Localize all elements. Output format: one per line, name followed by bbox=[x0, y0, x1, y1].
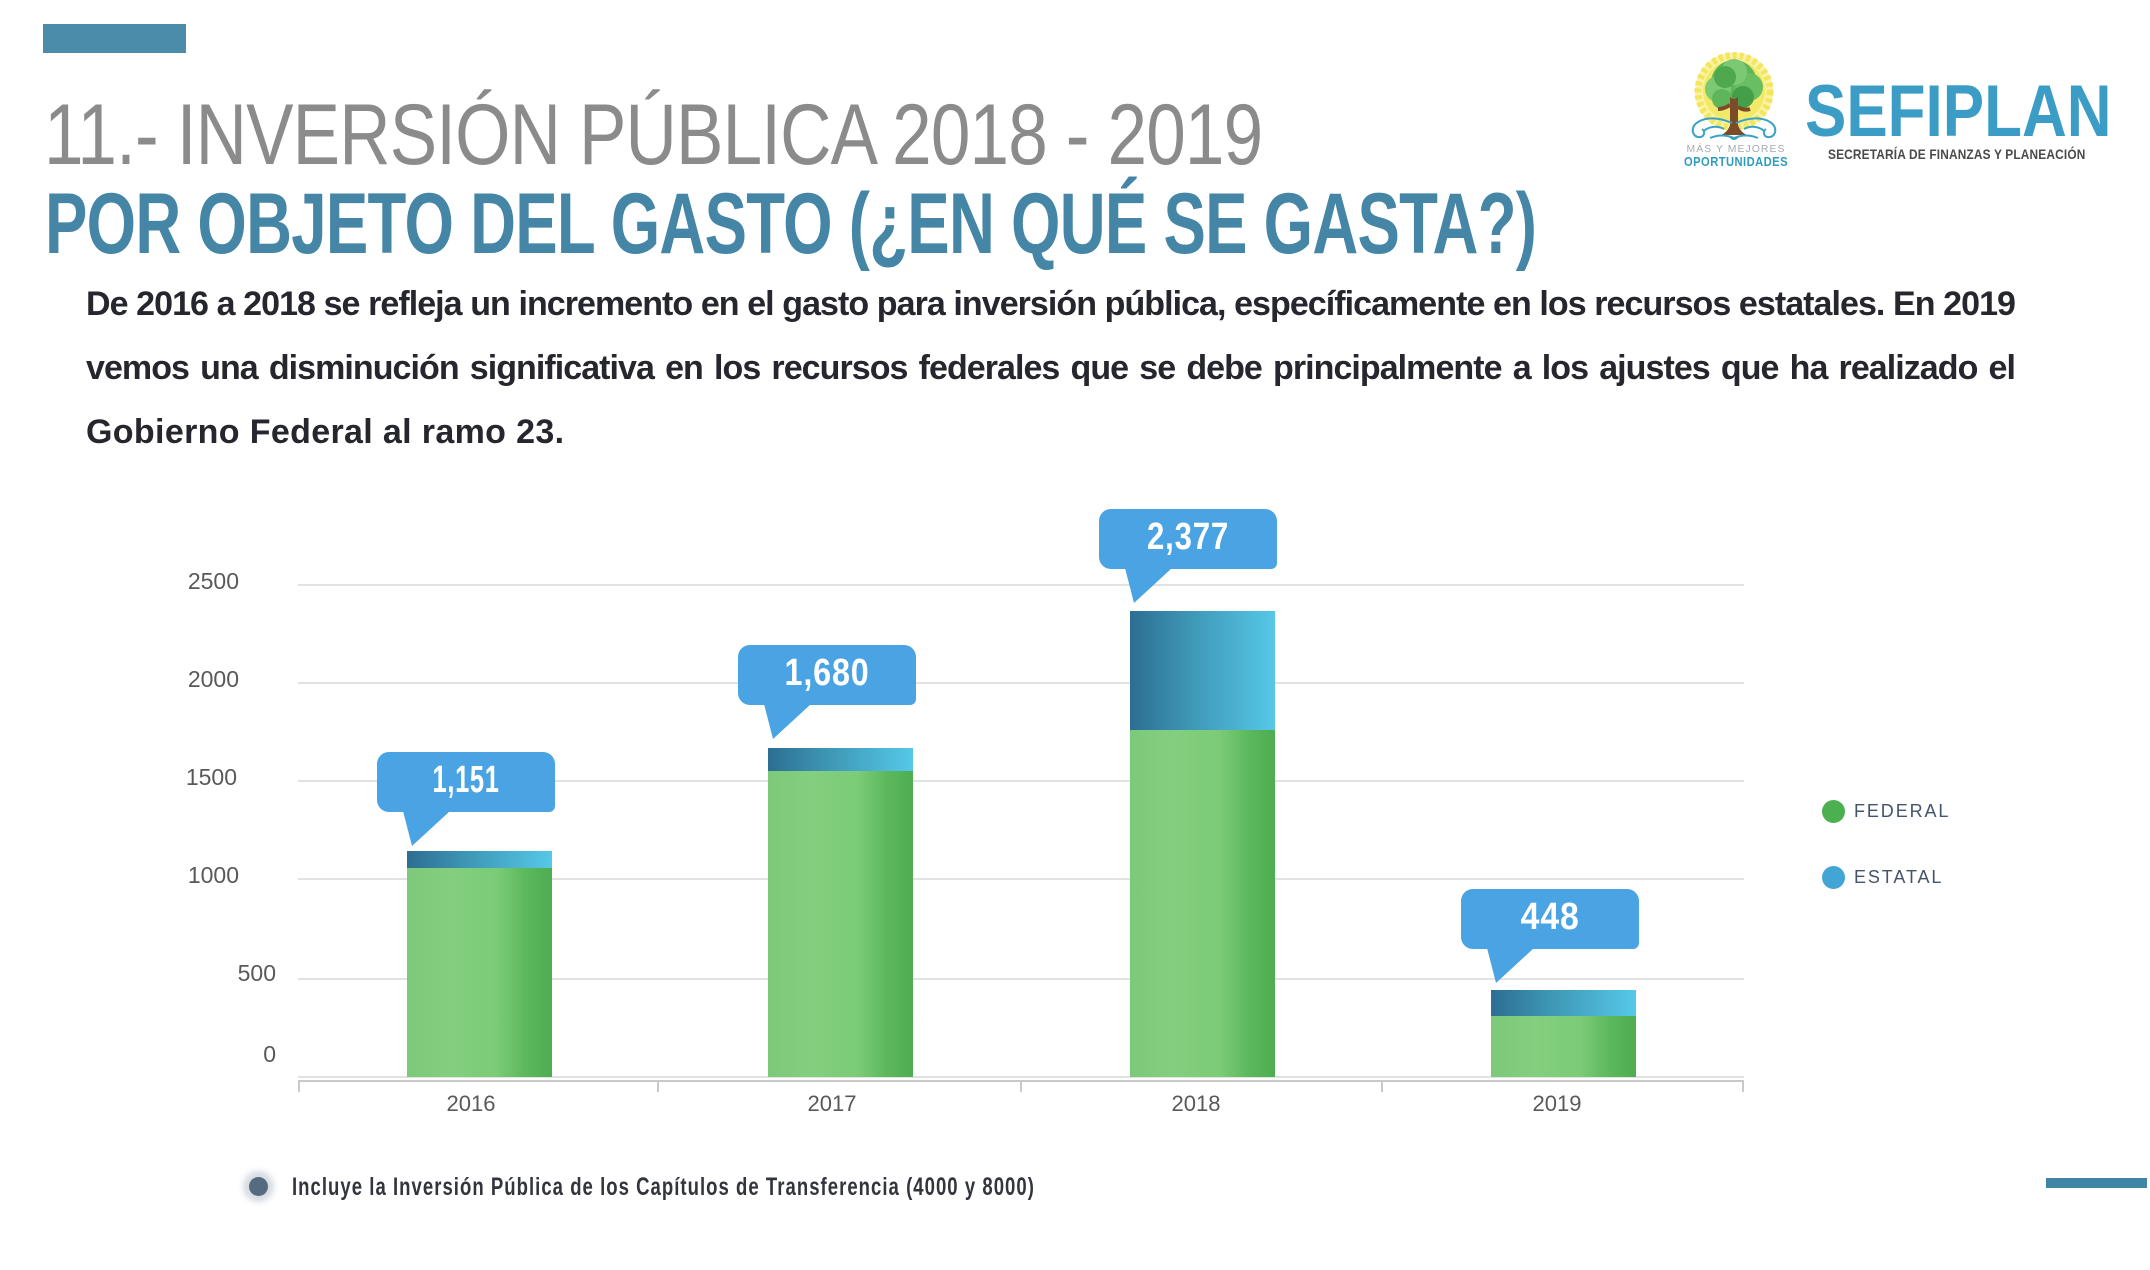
svg-text:MÁS Y MEJORES: MÁS Y MEJORES bbox=[1687, 142, 1786, 155]
svg-text:OPORTUNIDADES: OPORTUNIDADES bbox=[1684, 155, 1788, 169]
